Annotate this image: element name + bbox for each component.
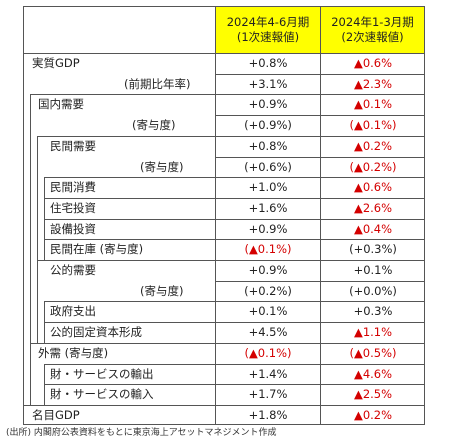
value-2024q1: +0.1% [353,263,393,277]
row-divider [44,218,424,220]
row-label: 国内需要 [38,97,84,112]
row-label: (前期比年率) [124,76,191,91]
row-divider [215,280,424,282]
row-label: 財・サービスの輸入 [50,387,154,402]
value-2024q1: ▲0.2% [353,138,393,153]
column-divider [215,7,216,424]
value-2024q2: +0.8% [248,138,288,153]
value-2024q1: ▲0.2% [353,407,393,422]
row-label: 民間需要 [50,138,96,153]
value-2024q2: (+0.2%) [244,283,292,298]
value-2024q2: +0.9% [248,221,288,236]
row-label: 財・サービスの輸出 [50,366,154,381]
row-divider [44,301,424,303]
row-divider [37,135,424,137]
value-2024q1: ▲1.1% [353,325,393,340]
column-divider [320,7,321,424]
header-col2-period: 2024年1-3月期 [331,15,414,29]
row-label: 公的需要 [50,263,96,277]
row-label: 設備投資 [50,221,96,236]
value-2024q2: +1.7% [248,387,288,402]
row-label: 実質GDP [32,56,80,70]
row-label: 名目GDP [32,407,80,422]
row-label: (寄与度) [140,159,184,174]
group-line-private-items [44,177,45,260]
row-divider [44,239,424,241]
header-col1-period: 2024年4-6月期 [226,15,310,29]
row-divider [44,363,424,365]
value-2024q1: ▲2.6% [353,200,393,215]
value-2024q2: +0.9% [248,263,288,277]
row-divider [215,73,424,75]
value-2024q1: (▲0.1%) [349,118,397,133]
header-blank-cell [24,7,215,53]
value-2024q1: ▲4.6% [353,366,393,381]
row-label: 民間在庫 (寄与度) [50,242,144,257]
value-2024q2: +4.5% [248,325,288,340]
row-label: 外需 (寄与度) [38,345,109,360]
row-label: 民間消費 [50,180,96,195]
header-col2-status: (2次速報値) [341,30,404,44]
gdp-table: 2024年4-6月期 (1次速報値) 2024年1-3月期 (2次速報値) 実質… [23,6,425,425]
header-col-2024q1: 2024年1-3月期 (2次速報値) [320,7,424,53]
row-label: 公的固定資本形成 [50,325,142,340]
group-line-private [37,135,38,343]
value-2024q2: +0.9% [248,97,288,112]
value-2024q1: (+0.3%) [349,242,397,257]
row-divider [215,115,424,117]
group-line-domestic [30,94,31,405]
value-2024q2: (▲0.1%) [244,242,292,257]
value-2024q1: ▲2.5% [353,387,393,402]
value-2024q2: (+0.9%) [244,118,292,133]
row-label: (寄与度) [140,283,184,298]
value-2024q2: +1.8% [248,407,288,422]
value-2024q1: (▲0.2%) [349,159,397,174]
value-2024q1: ▲0.6% [353,180,393,195]
row-label: (寄与度) [132,118,176,133]
row-divider [24,404,424,406]
row-divider [215,156,424,158]
value-2024q1: ▲0.4% [353,221,393,236]
value-2024q1: +0.3% [353,304,393,319]
value-2024q2: +0.1% [248,304,288,319]
source-note: (出所) 内閣府公表資料をもとに東京海上アセットマネジメント作成 [6,428,277,438]
row-divider [44,197,424,199]
header-col1-status: (1次速報値) [236,30,300,44]
value-2024q1: ▲0.1% [353,97,393,112]
value-2024q2: +3.1% [248,76,288,91]
row-divider [44,177,424,179]
value-2024q1: ▲0.6% [353,56,393,70]
row-divider [30,342,424,344]
header-col-2024q2: 2024年4-6月期 (1次速報値) [215,7,320,53]
value-2024q2: +1.0% [248,180,288,195]
value-2024q2: (▲0.1%) [244,345,292,360]
value-2024q1: ▲2.3% [353,76,393,91]
row-divider [37,260,424,261]
value-2024q1: (+0.0%) [349,283,397,298]
value-2024q2: +0.8% [248,56,288,70]
value-2024q2: (+0.6%) [244,159,292,174]
row-divider [44,322,424,324]
row-divider [44,384,424,386]
value-2024q1: (▲0.5%) [349,345,397,360]
value-2024q2: +1.6% [248,200,288,215]
header-divider [24,53,424,54]
value-2024q2: +1.4% [248,366,288,381]
group-line-public-items [44,301,45,343]
row-label: 住宅投資 [50,200,96,215]
row-divider [30,94,424,96]
row-label: 政府支出 [50,304,96,319]
